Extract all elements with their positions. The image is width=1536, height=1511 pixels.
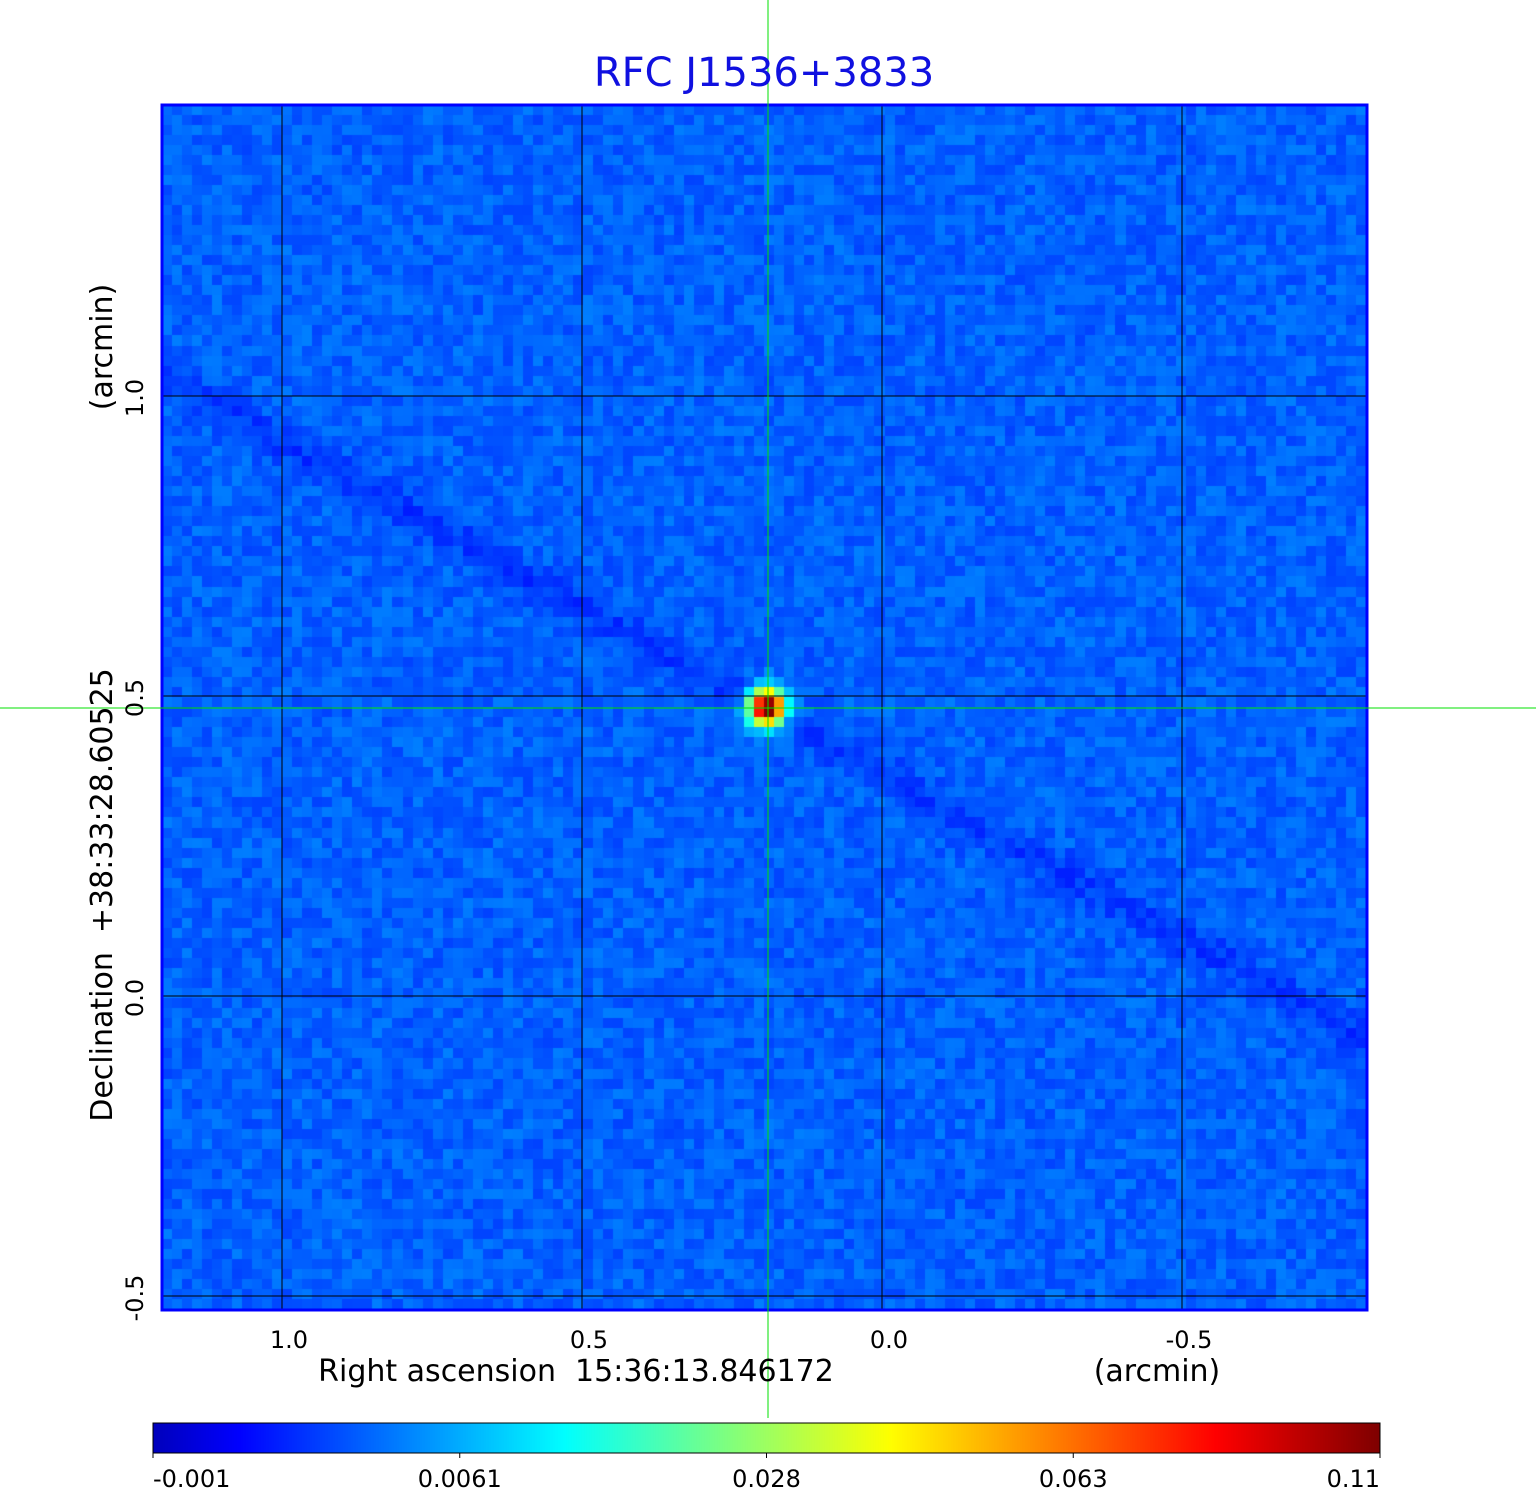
colorbar <box>153 1423 1380 1453</box>
y-tick-labels: 1.0 0.5 0.0 -0.5 <box>121 379 149 1322</box>
y-axis-label: Declination +38:33:28.60525 <box>85 668 120 1122</box>
y-tick-label: 1.0 <box>121 379 149 417</box>
colorbar-tick-label: 0.0061 <box>418 1465 502 1493</box>
x-axis-label: Right ascension 15:36:13.846172 <box>318 1354 834 1389</box>
x-tick-label: 0.0 <box>870 1326 908 1354</box>
y-axis-unit: (arcmin) <box>85 284 120 411</box>
y-tick-label: 0.0 <box>121 979 149 1017</box>
x-tick-labels: 1.0 0.5 0.0 -0.5 <box>270 1326 1213 1354</box>
x-tick-label: 1.0 <box>270 1326 308 1354</box>
crosshair <box>0 0 1536 1418</box>
y-tick-label: -0.5 <box>121 1275 149 1322</box>
colorbar-frame <box>152 1422 1381 1454</box>
colorbar-tick-label: 0.11 <box>1327 1465 1380 1493</box>
x-tick-label: -0.5 <box>1166 1326 1213 1354</box>
colorbar-tick-label: 0.063 <box>1039 1465 1108 1493</box>
colorbar-tick-label: -0.001 <box>153 1465 230 1493</box>
colorbar-tick-labels: -0.001 0.0061 0.028 0.063 0.11 <box>152 1453 1381 1493</box>
colorbar-tick-label: 0.028 <box>732 1465 801 1493</box>
chart-title: RFC J1536+3833 <box>594 50 934 96</box>
x-axis-unit: (arcmin) <box>1094 1354 1221 1389</box>
y-tick-label: 0.5 <box>121 679 149 717</box>
x-tick-label: 0.5 <box>570 1326 608 1354</box>
